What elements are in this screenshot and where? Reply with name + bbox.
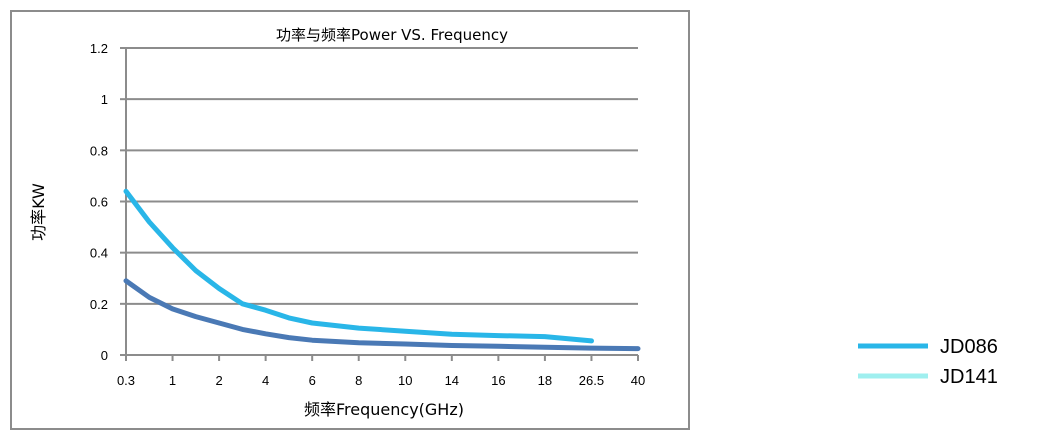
y-tick-labels: 0 0.2 0.4 0.6 0.8 1 1.2: [90, 41, 126, 363]
y-tick-label: 0.8: [90, 143, 108, 158]
x-tick-labels: 0.3 1 2 4 6 8 10 14 16 18 26.5 40: [117, 355, 645, 388]
series-line-unlabeled: [123, 278, 641, 352]
x-tick-label: 40: [631, 373, 645, 388]
series-line-jd086: [123, 188, 594, 344]
gridlines: [126, 47, 638, 305]
legend-label-jd086: JD086: [940, 336, 998, 358]
x-tick-label: 8: [355, 373, 362, 388]
y-tick-label: 0.4: [90, 246, 108, 261]
chart-title: 功率与频率Power VS. Frequency: [276, 26, 508, 44]
power-frequency-chart: 0 0.2 0.4 0.6 0.8 1 1.2 0.3 1 2 4 6 8 10 14 16 18 26.5 40…: [29, 26, 998, 419]
legend: JD086 JD141: [858, 336, 998, 388]
x-tick-label: 26.5: [579, 373, 604, 388]
x-tick-label: 18: [538, 373, 552, 388]
y-tick-label: 0.6: [90, 195, 108, 210]
y-axis-title: 功率KW: [29, 183, 48, 241]
x-tick-label: 4: [262, 373, 269, 388]
y-tick-label: 1.2: [90, 41, 108, 56]
x-axis-title: 频率Frequency(GHz): [304, 400, 464, 419]
legend-label-jd141: JD141: [940, 366, 998, 388]
x-tick-label: 14: [445, 373, 459, 388]
x-tick-label: 16: [491, 373, 505, 388]
x-tick-label: 1: [169, 373, 176, 388]
x-tick-label: 2: [215, 373, 222, 388]
series-lines: [123, 188, 641, 352]
x-tick-label: 10: [398, 373, 412, 388]
y-tick-label: 0: [101, 348, 108, 363]
x-tick-label: 0.3: [117, 373, 135, 388]
x-tick-label: 6: [309, 373, 316, 388]
y-tick-label: 0.2: [90, 297, 108, 312]
y-tick-label: 1: [101, 92, 108, 107]
